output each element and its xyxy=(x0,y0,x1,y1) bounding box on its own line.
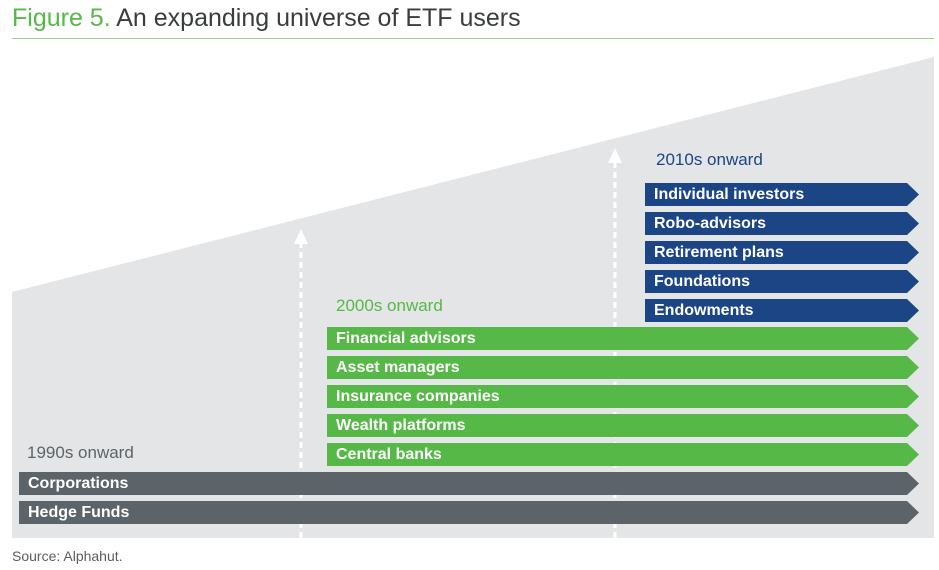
title-divider xyxy=(12,38,934,39)
user-bar-endowments: Endowments xyxy=(645,299,919,322)
era-2000-arrow xyxy=(294,229,308,538)
era-2000-label: 2000s onward xyxy=(336,296,443,315)
user-bar-insurance-companies: Insurance companies xyxy=(327,385,919,408)
source-note: Source: Alphahut. xyxy=(12,548,123,564)
figure-title-text: An expanding universe of ETF users xyxy=(116,4,521,32)
user-bar-individual-investors: Individual investors xyxy=(645,183,919,206)
user-bar-financial-advisors: Financial advisors xyxy=(327,327,919,350)
user-bar-hedge-funds: Hedge Funds xyxy=(19,501,919,524)
user-bar-central-banks: Central banks xyxy=(327,443,919,466)
era-1990-label: 1990s onward xyxy=(27,443,134,462)
user-bar-asset-managers: Asset managers xyxy=(327,356,919,379)
user-bar-retirement-plans: Retirement plans xyxy=(645,241,919,264)
user-bar-wealth-platforms: Wealth platforms xyxy=(327,414,919,437)
figure-number: Figure 5. xyxy=(12,4,111,32)
figure-title: Figure 5. An expanding universe of ETF u… xyxy=(12,4,521,33)
era-2010-label: 2010s onward xyxy=(656,150,763,169)
user-bar-corporations: Corporations xyxy=(19,472,919,495)
user-bar-foundations: Foundations xyxy=(645,270,919,293)
user-bar-robo-advisors: Robo-advisors xyxy=(645,212,919,235)
